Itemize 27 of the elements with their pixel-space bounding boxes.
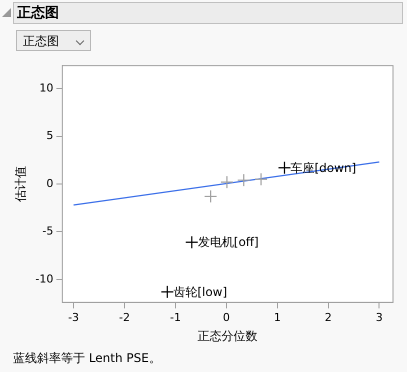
y-tick-label: 0 [46, 176, 54, 190]
annotation: 齿轮[low] [173, 284, 228, 299]
text: 蓝线斜率等于 Lenth PSE。 [13, 350, 161, 367]
annotation: 发电机[off] [198, 235, 259, 250]
chart-title: 正态图 [13, 2, 403, 24]
dropdown: 正态图 [16, 30, 91, 51]
point [160, 285, 174, 298]
y-axis-title: 估计值 [14, 166, 28, 203]
x-tick-label: -1 [170, 310, 181, 324]
x-tick-label: 1 [274, 310, 281, 324]
x-tick-label: 2 [324, 310, 332, 324]
point [220, 175, 234, 189]
y-tick-label: 5 [46, 129, 54, 142]
point [237, 174, 250, 187]
y-tick-label: 10 [39, 81, 54, 94]
x-tick-label: -2 [119, 310, 130, 324]
y-tick-label: -5 [42, 224, 54, 238]
point [204, 190, 218, 204]
y-tick-label: -10 [35, 272, 54, 286]
chart-subtitle: 正态图 [23, 34, 59, 48]
x-axis-title: 正态分位数 [198, 329, 258, 344]
x-tick-label: -3 [68, 310, 80, 324]
point [278, 161, 292, 174]
x-tick-label: 0 [222, 310, 230, 324]
x-tick-label: 3 [376, 310, 383, 324]
point [185, 236, 198, 249]
point [254, 172, 268, 186]
